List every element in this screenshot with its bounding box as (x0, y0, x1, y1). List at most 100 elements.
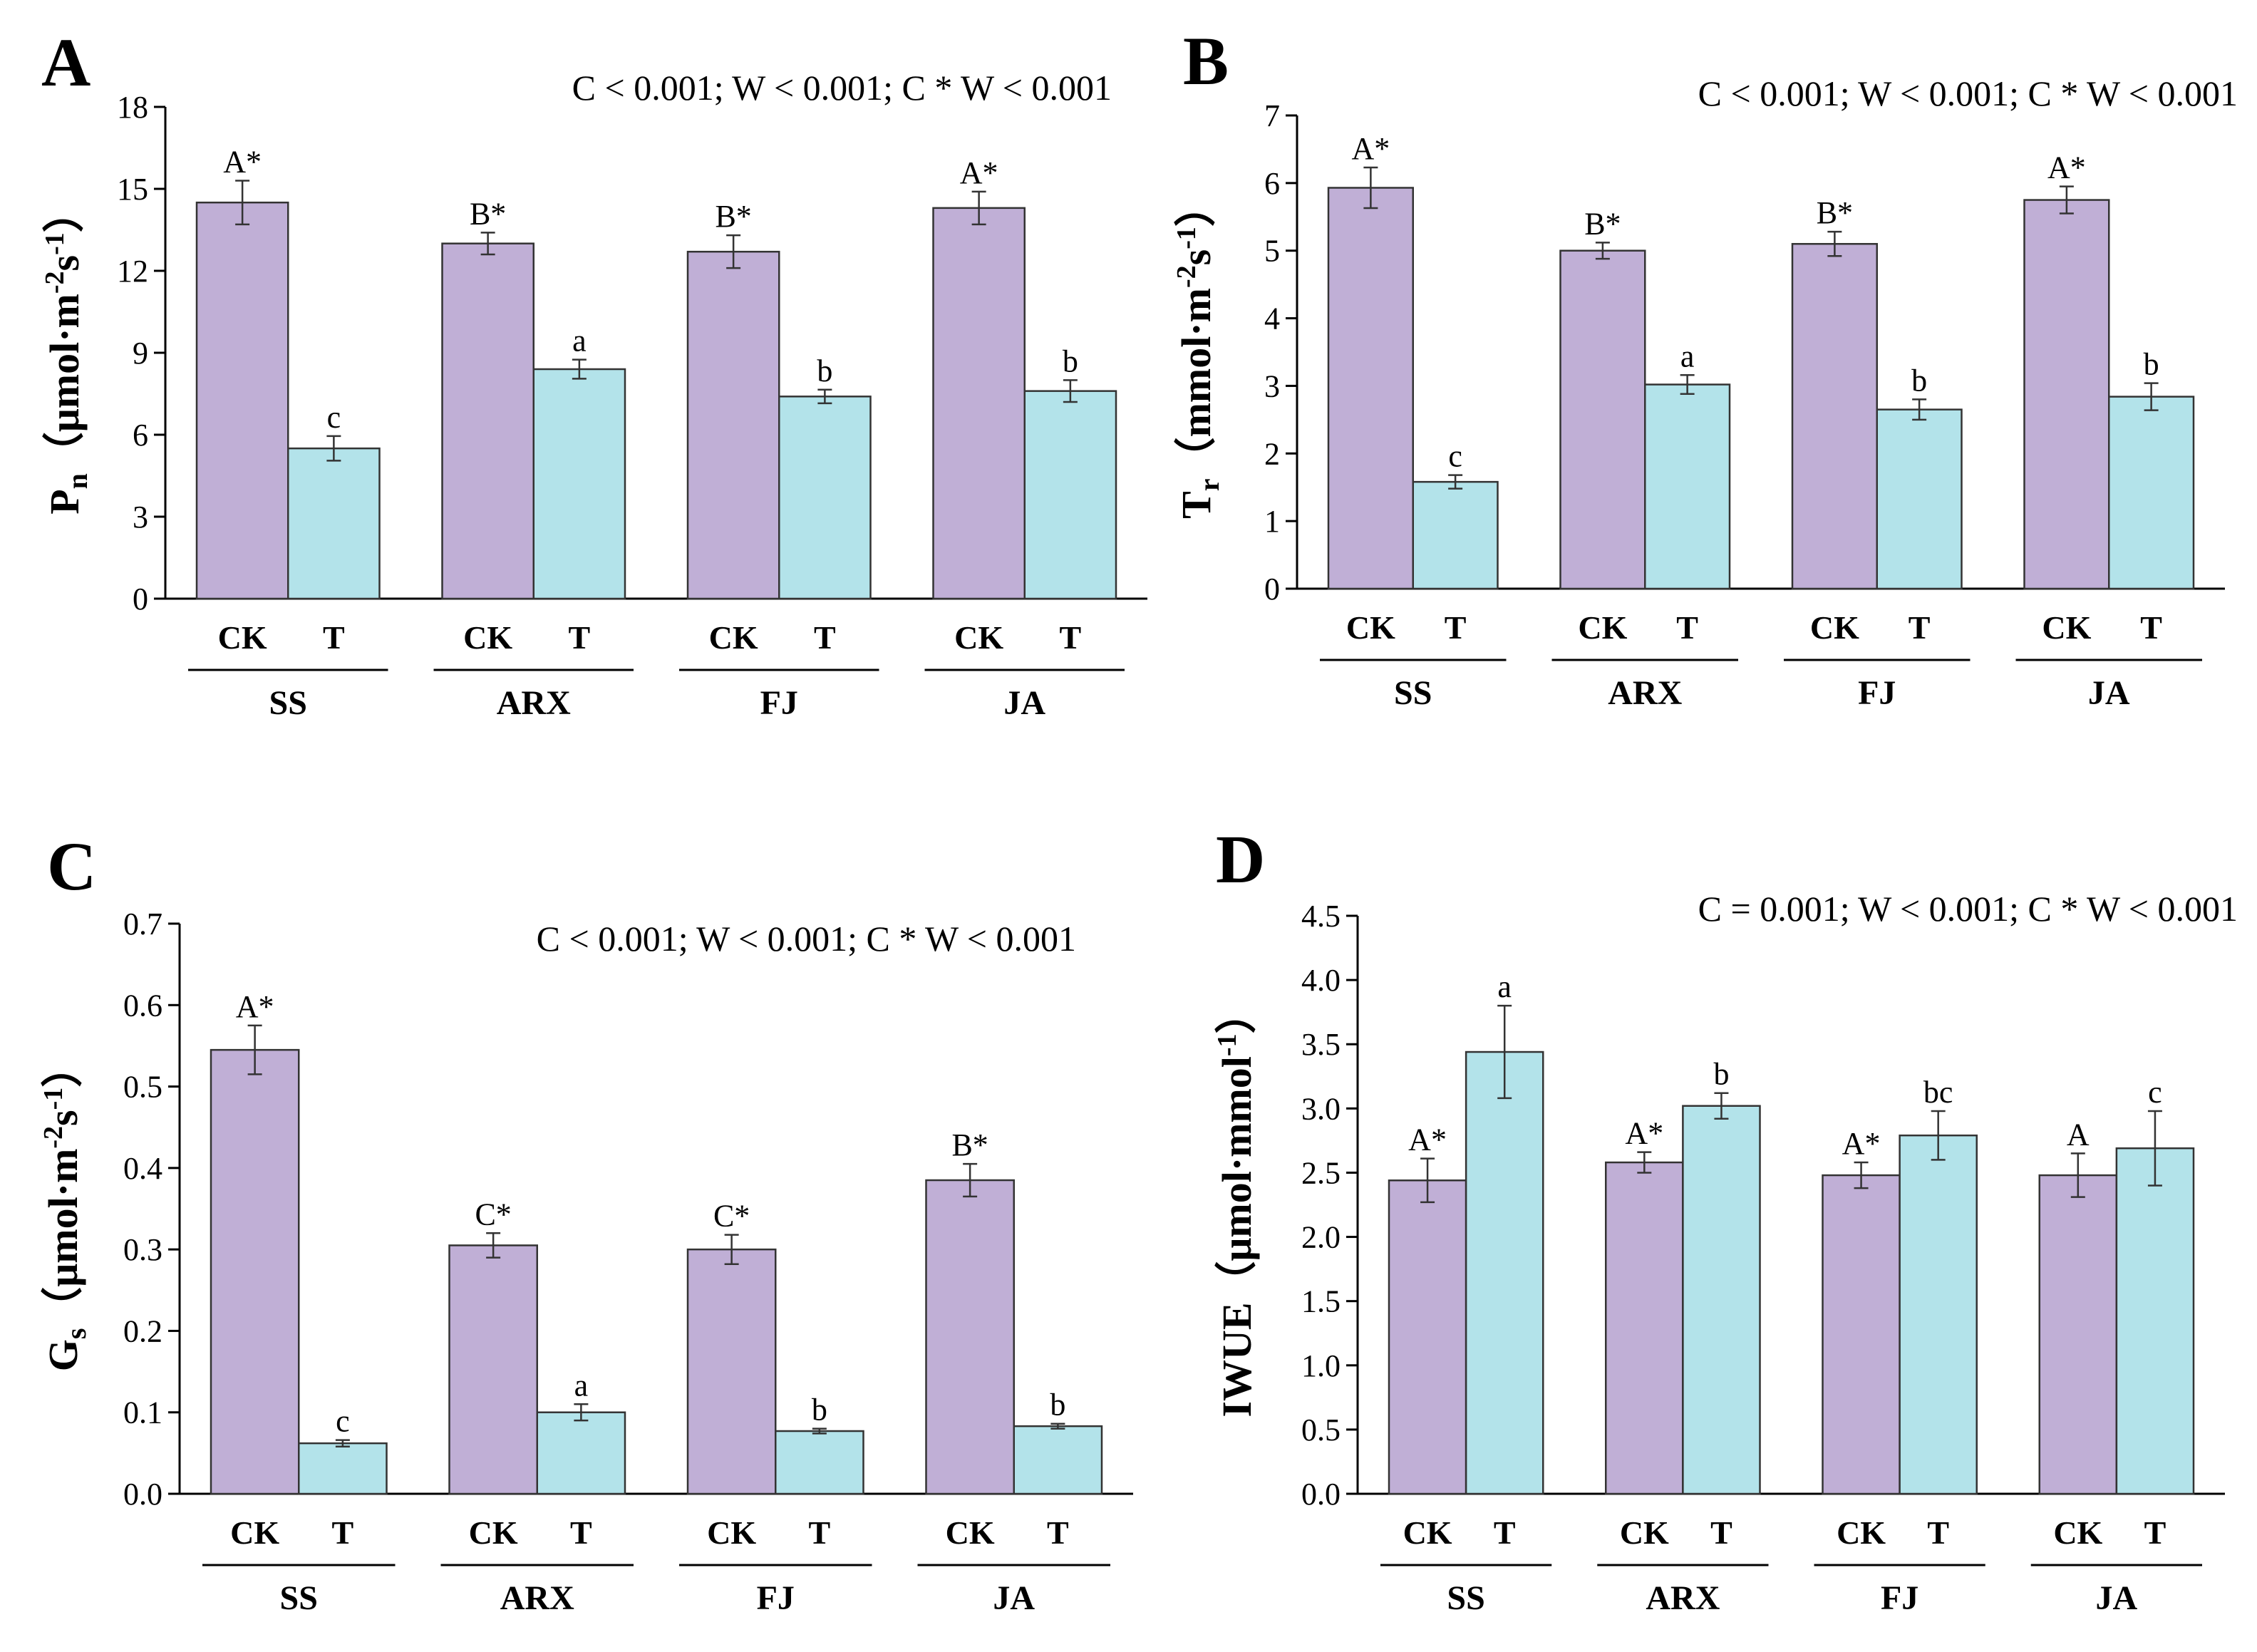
bar-ck (195, 201, 289, 600)
bar-t (1876, 408, 1963, 590)
panel-c: C C < 0.001; W < 0.001; C * W < 0.001 0.0 0… (38, 828, 1133, 1617)
y-axis-title-unit: ） (1214, 992, 1260, 1033)
y-tick-label: 0.4 (123, 1151, 162, 1186)
group-label: FJ (1858, 674, 1896, 712)
group-label: JA (2096, 1579, 2138, 1617)
y-axis-title-exponent: -1 (1172, 227, 1202, 249)
treatment-label: T (570, 1514, 592, 1551)
significance-label: b (2144, 347, 2159, 382)
y-tick-label: 4.0 (1301, 963, 1341, 998)
bar-ck (1791, 242, 1878, 590)
y-axis-title-exponent: -2 (38, 1126, 68, 1149)
treatment-label: T (809, 1514, 831, 1551)
y-axis-title-unit: ） (41, 191, 88, 232)
y-tick-label: 7 (1264, 98, 1280, 133)
significance-label: c (2148, 1075, 2162, 1110)
y-tick-label: 15 (117, 172, 148, 207)
treatment-label: T (1676, 609, 1698, 646)
group-label: ARX (1608, 674, 1682, 712)
panel-b: B C < 0.001; W < 0.001; C * W < 0.001 0 1 2 3… (1172, 23, 2238, 712)
panel-d: D C = 0.001; W < 0.001; C * W < 0.001 0.0 0… (1212, 821, 2238, 1617)
y-tick-label: 0 (1264, 572, 1280, 606)
y-axis-title-main: P (41, 489, 88, 514)
y-axis-title-exponent: -1 (38, 1088, 68, 1110)
y-tick-label: 3 (133, 500, 148, 535)
significance-label: A* (2047, 150, 2086, 185)
significance-label: c (327, 400, 341, 435)
significance-label: A* (1408, 1122, 1447, 1157)
bar-ck (210, 1048, 300, 1495)
significance-label: A* (1351, 131, 1390, 166)
y-tick-label: 2.0 (1301, 1220, 1341, 1255)
significance-label: c (1448, 439, 1462, 474)
y-tick-label: 2 (1264, 436, 1280, 471)
y-axis-title: Tr（mmol·m-2s-1） (1172, 185, 1225, 519)
panel-letter: A (41, 24, 91, 100)
treatment-label: T (1927, 1514, 1949, 1551)
y-axis-title: Pn（μmol·m-2s-1） (40, 191, 93, 515)
treatment-label: T (1047, 1514, 1069, 1551)
y-tick-label: 1.5 (1301, 1284, 1341, 1319)
stats-annotation: C < 0.001; W < 0.001; C * W < 0.001 (537, 919, 1076, 959)
bar-ck (932, 207, 1026, 600)
bar-t (778, 396, 872, 600)
treatment-label: T (569, 619, 591, 656)
y-tick-label: 0.0 (123, 1477, 162, 1512)
group-label: JA (2088, 674, 2130, 712)
significance-label: a (572, 324, 587, 358)
y-tick-label: 1.0 (1301, 1348, 1341, 1383)
treatment-label: CK (1578, 609, 1627, 646)
significance-label: A* (223, 145, 262, 180)
y-axis-title-main: T (1173, 491, 1219, 519)
y-axis-title-unit: ） (1173, 185, 1219, 227)
stats-annotation: C < 0.001; W < 0.001; C * W < 0.001 (572, 68, 1112, 108)
significance-label: C* (713, 1199, 750, 1234)
treatment-label: T (332, 1514, 354, 1551)
bar-ck (1822, 1174, 1901, 1495)
group-label: SS (1394, 674, 1432, 712)
group-label: SS (280, 1579, 318, 1617)
treatment-label: CK (954, 619, 1003, 656)
panel-letter: D (1216, 821, 1265, 897)
y-axis-title-exponent: -2 (40, 271, 70, 294)
treatment-label: CK (1810, 609, 1859, 646)
treatment-label: T (1494, 1514, 1516, 1551)
significance-label: b (1713, 1057, 1729, 1092)
bar-ck (925, 1179, 1015, 1495)
treatment-label: CK (2053, 1514, 2102, 1551)
bar-t (1644, 383, 1731, 590)
y-tick-label: 3.5 (1301, 1027, 1341, 1062)
treatment-label: T (1710, 1514, 1732, 1551)
treatment-label: CK (469, 1514, 518, 1551)
significance-label: C* (475, 1197, 511, 1232)
bar-ck (1605, 1161, 1684, 1495)
y-axis-title-unit: s (40, 1110, 86, 1126)
y-tick-label: 6 (133, 418, 148, 453)
significance-label: B* (470, 196, 506, 231)
y-tick-label: 0.0 (1301, 1477, 1341, 1512)
group-label: FJ (1881, 1579, 1918, 1617)
group-label: FJ (760, 684, 798, 722)
treatment-label: T (323, 619, 345, 656)
significance-label: c (336, 1404, 350, 1439)
y-axis-title-unit: （μmol·mmol (1214, 1056, 1260, 1302)
treatment-label: CK (1346, 609, 1395, 646)
treatment-label: T (1909, 609, 1931, 646)
significance-label: B* (1584, 206, 1621, 241)
y-axis-title-unit: ） (40, 1046, 86, 1088)
y-axis-title-subscript: r (1193, 478, 1225, 491)
y-tick-label: 3.0 (1301, 1091, 1341, 1126)
significance-label: B* (951, 1127, 988, 1162)
y-axis-title-unit: （mmol·m (1173, 288, 1219, 478)
panel-a: A C < 0.001; W < 0.001; C * W < 0.001 0 3 6 9… (40, 24, 1147, 722)
panel-letter: B (1183, 23, 1229, 99)
treatment-label: CK (2042, 609, 2091, 646)
treatment-label: T (1060, 619, 1082, 656)
y-tick-label: 0.2 (123, 1313, 162, 1348)
panel-letter: C (47, 828, 96, 904)
y-tick-label: 2.5 (1301, 1155, 1341, 1190)
treatment-label: CK (218, 619, 267, 656)
y-tick-label: 0.3 (123, 1232, 162, 1267)
bar-t (1013, 1425, 1103, 1495)
